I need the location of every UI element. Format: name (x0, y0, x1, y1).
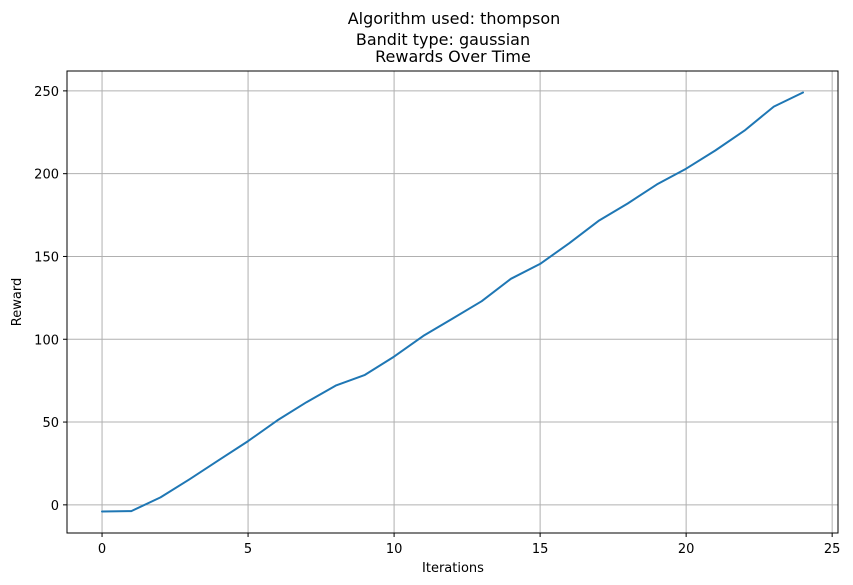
y-tick-label: 100 (34, 333, 59, 348)
y-tick-label: 200 (34, 168, 59, 183)
series-layer (101, 91, 804, 513)
x-tick-labels: 0 5 10 15 20 25 (98, 542, 841, 557)
tick-marks (63, 90, 833, 537)
y-axis-label: Reward (10, 278, 25, 326)
y-tick-label: 0 (51, 499, 59, 514)
y-tick-label: 50 (42, 416, 59, 431)
x-tick-label: 20 (678, 542, 695, 557)
y-tick-label: 250 (34, 85, 59, 100)
x-tick-label: 0 (98, 542, 106, 557)
x-tick-label: 10 (386, 542, 403, 557)
series-line (101, 91, 804, 513)
plot-frame (66, 70, 839, 534)
chart-title: Rewards Over Time (375, 47, 531, 66)
x-tick-label: 25 (824, 542, 841, 557)
grid-lines (67, 71, 838, 533)
x-tick-label: 15 (532, 542, 549, 557)
x-tick-label: 5 (244, 542, 252, 557)
x-axis-label: Iterations (422, 561, 484, 576)
y-tick-label: 150 (34, 250, 59, 265)
suptitle-line-2: Bandit type: gaussian (356, 30, 530, 49)
suptitle-line-1: Algorithm used: thompson (348, 9, 561, 28)
y-tick-labels: 0 50 100 150 200 250 (34, 85, 59, 514)
